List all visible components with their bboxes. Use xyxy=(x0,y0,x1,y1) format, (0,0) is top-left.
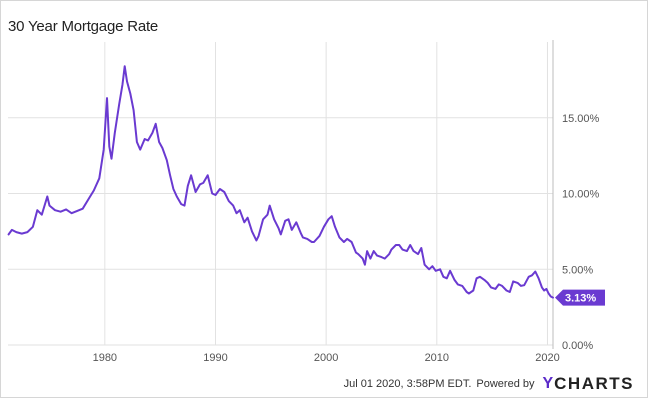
y-tick-label: 5.00% xyxy=(562,264,593,276)
series-line xyxy=(7,65,554,299)
y-tick-label: 10.00% xyxy=(562,189,600,201)
x-tick-label: 2000 xyxy=(314,352,338,364)
last-value-label: 3.13% xyxy=(565,293,596,305)
powered-by-label: Powered by xyxy=(476,377,535,390)
x-tick-label: 2010 xyxy=(425,352,449,364)
x-tick-label: 2020 xyxy=(535,352,559,364)
y-tick-label: 15.00% xyxy=(562,113,600,125)
footer: Jul 01 2020, 3:58PM EDT. Powered by Y CH… xyxy=(344,375,634,392)
y-tick-label: 0.00% xyxy=(562,340,593,352)
ycharts-logo-mark: Y xyxy=(542,374,554,392)
timestamp: Jul 01 2020, 3:58PM EDT. xyxy=(343,377,472,390)
x-tick-label: 1990 xyxy=(203,352,227,364)
ycharts-logo[interactable]: Y CHARTS xyxy=(542,375,634,392)
ycharts-logo-text: CHARTS xyxy=(554,374,634,393)
last-value-badge: 3.13% xyxy=(555,289,605,306)
chart-title: 30 Year Mortgage Rate xyxy=(8,18,159,35)
last-value-badge-shape xyxy=(555,289,605,306)
x-tick-label: 1980 xyxy=(93,352,117,364)
